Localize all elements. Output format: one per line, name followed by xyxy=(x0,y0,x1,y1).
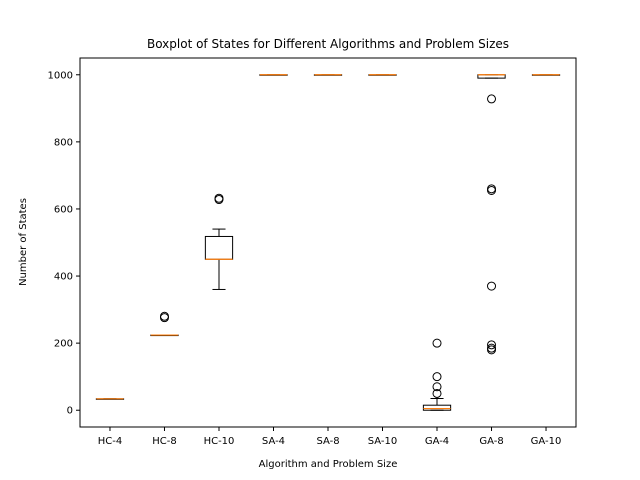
outlier-point xyxy=(432,382,442,392)
box-group xyxy=(95,398,125,400)
y-tick-label: 0 xyxy=(67,406,73,417)
box-group xyxy=(368,74,397,76)
y-tick-label: 800 xyxy=(54,137,73,148)
y-tick-label: 1000 xyxy=(48,70,73,81)
box-group xyxy=(313,74,343,76)
x-tick-label: HC-4 xyxy=(98,436,122,447)
box-group xyxy=(531,74,561,76)
x-tick-label: GA-10 xyxy=(531,436,562,447)
box-group xyxy=(259,74,288,76)
x-tick-label: SA-4 xyxy=(262,436,285,447)
x-tick-label: SA-10 xyxy=(368,436,398,447)
plot-frame xyxy=(79,57,577,428)
y-axis-label: Number of States xyxy=(18,198,29,286)
outlier-point xyxy=(432,372,442,382)
outlier-point xyxy=(487,94,497,104)
x-axis: HC-4 HC-8 HC-10 SA-4 SA-8 SA-10 GA-4 GA-8 GA-10 xyxy=(98,427,562,447)
box-iqr xyxy=(204,235,234,260)
outlier-point xyxy=(214,193,224,203)
box-iqr xyxy=(422,404,452,411)
y-tick-label: 200 xyxy=(54,339,73,350)
y-tick-label: 400 xyxy=(54,272,73,283)
box-group xyxy=(150,311,179,337)
outlier-point xyxy=(487,340,497,350)
x-tick-label: SA-8 xyxy=(316,436,339,447)
outlier-point xyxy=(432,338,442,348)
x-axis-label: Algorithm and Problem Size xyxy=(259,459,398,470)
box-group xyxy=(204,193,234,290)
y-tick-label: 600 xyxy=(54,204,73,215)
x-tick-label: GA-4 xyxy=(425,436,449,447)
chart-title: Boxplot of States for Different Algorith… xyxy=(147,37,509,51)
outlier-point xyxy=(432,388,442,398)
outlier-point xyxy=(159,311,169,321)
outlier-point xyxy=(487,281,497,291)
outlier-point xyxy=(487,343,497,353)
box-group xyxy=(422,338,452,411)
x-tick-label: HC-10 xyxy=(204,436,235,447)
outlier-point xyxy=(487,184,497,194)
x-tick-label: HC-8 xyxy=(152,436,176,447)
box-group xyxy=(477,74,506,355)
x-tick-label: GA-8 xyxy=(479,436,503,447)
plot-area xyxy=(95,74,561,411)
y-axis: 0 200 400 600 800 1000 xyxy=(48,70,80,417)
